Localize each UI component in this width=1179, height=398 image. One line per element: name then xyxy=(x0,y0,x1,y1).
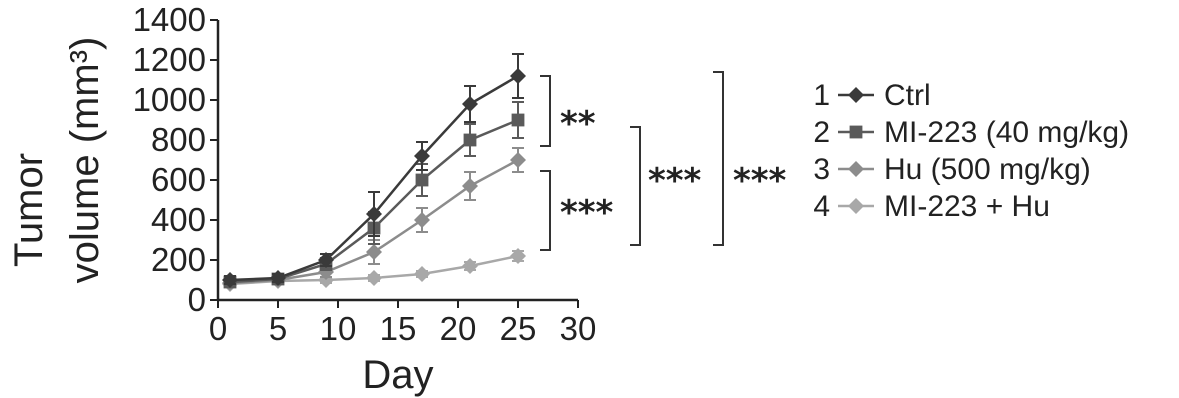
data-point xyxy=(414,212,430,228)
y-tick-label: 200 xyxy=(151,241,206,278)
legend-marker xyxy=(848,198,864,214)
y-tick-label: 600 xyxy=(151,161,206,198)
data-point xyxy=(222,272,238,288)
legend-number: 1 xyxy=(813,79,830,112)
x-tick-label: 20 xyxy=(440,310,477,347)
legend-label: MI-223 + Hu xyxy=(884,190,1050,223)
bracket-3-4 xyxy=(540,170,551,251)
legend-item-3: 3 Hu (500 mg/kg) xyxy=(813,153,1090,186)
x-tick-label: 15 xyxy=(380,310,417,347)
data-point xyxy=(366,206,382,222)
y-tick-label: 1400 xyxy=(133,1,206,38)
bracket-2-4 xyxy=(630,126,641,246)
legend-label: MI-223 (40 mg/kg) xyxy=(884,116,1129,149)
x-ticks: 0 5 10 15 20 25 30 xyxy=(209,300,597,347)
x-axis-title: Day xyxy=(362,353,433,397)
data-point xyxy=(511,113,525,127)
x-tick-label: 25 xyxy=(500,310,537,347)
legend-marker xyxy=(849,125,863,139)
legend-item-1: 1 Ctrl xyxy=(813,79,930,112)
data-point xyxy=(462,258,478,274)
data-point xyxy=(366,244,382,260)
legend-number: 3 xyxy=(813,153,830,186)
significance-brackets xyxy=(540,71,724,251)
legend-number: 2 xyxy=(813,116,830,149)
series-1 xyxy=(222,53,526,288)
data-point xyxy=(318,252,334,268)
y-tick-label: 1200 xyxy=(133,41,206,78)
legend-item-2: 2 MI-223 (40 mg/kg) xyxy=(813,116,1129,149)
data-point xyxy=(414,266,430,282)
legend: 1 Ctrl 2 MI-223 (40 mg/kg) 3 Hu (500 mg/kg) 4 M… xyxy=(813,79,1129,223)
data-point xyxy=(510,248,526,264)
x-tick-label: 5 xyxy=(269,310,287,347)
legend-label: Hu (500 mg/kg) xyxy=(884,153,1091,186)
significance-label-2: *** xyxy=(648,161,702,201)
legend-marker xyxy=(848,161,864,177)
data-point xyxy=(463,133,477,147)
y-tick-label: 400 xyxy=(151,201,206,238)
x-tick-label: 0 xyxy=(209,310,227,347)
y-axis-title-line1: Tumor xyxy=(7,153,51,267)
data-point xyxy=(462,96,478,112)
y-axis-title: Tumor volume (mm³) xyxy=(7,37,107,284)
bracket-1-4 xyxy=(713,71,724,246)
significance-label-4: *** xyxy=(733,161,787,201)
y-tick-label: 1000 xyxy=(133,81,206,118)
legend-label: Ctrl xyxy=(884,79,931,112)
data-point xyxy=(462,178,478,194)
y-tick-label: 800 xyxy=(151,121,206,158)
data-point xyxy=(414,148,430,164)
data-point xyxy=(510,68,526,84)
legend-item-4: 4 MI-223 + Hu xyxy=(813,190,1050,223)
bracket-1-2 xyxy=(540,75,551,147)
data-point xyxy=(510,152,526,168)
y-tick-label: 0 xyxy=(188,281,206,318)
data-point xyxy=(415,173,429,187)
x-tick-label: 30 xyxy=(560,310,597,347)
x-tick-label: 10 xyxy=(320,310,357,347)
significance-label-1: ** xyxy=(560,104,596,144)
legend-number: 4 xyxy=(813,190,830,223)
data-point xyxy=(270,270,286,286)
plot-series xyxy=(222,53,526,292)
data-point xyxy=(366,270,382,286)
legend-marker xyxy=(848,87,864,103)
y-axis-title-line2: volume (mm³) xyxy=(63,37,107,284)
significance-label-3: *** xyxy=(560,193,614,233)
